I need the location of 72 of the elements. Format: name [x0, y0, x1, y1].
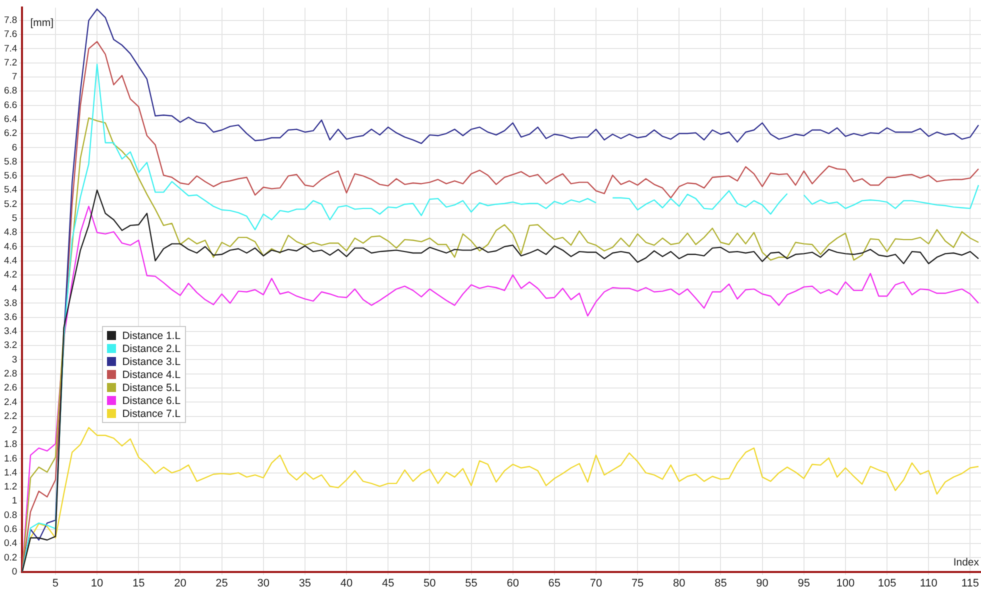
x-tick-label: 15 [132, 577, 145, 590]
y-tick-label: 0.4 [4, 538, 18, 550]
legend-label: Distance 1.L [122, 330, 181, 342]
y-axis-title: [mm] [30, 16, 54, 29]
x-tick-label: 75 [631, 577, 644, 590]
y-tick-label: 7.4 [4, 43, 18, 54]
x-tick-label: 85 [714, 577, 727, 590]
y-tick-label: 6.8 [4, 86, 18, 97]
x-tick-label: 10 [90, 577, 104, 590]
y-tick-label: 1.4 [4, 467, 18, 478]
y-tick-label: 0.8 [4, 510, 18, 521]
x-tick-label: 30 [257, 577, 270, 590]
y-tick-label: 4.8 [4, 227, 18, 238]
x-tick-label: 35 [298, 577, 312, 590]
y-tick-label: 7.8 [4, 15, 18, 26]
y-tick-label: 3.6 [4, 312, 18, 323]
x-axis-title: Index [953, 556, 980, 568]
y-tick-label: 5.2 [4, 198, 18, 210]
x-tick-label: 50 [424, 577, 436, 590]
y-tick-label: 6.2 [4, 128, 18, 140]
y-tick-label: 5.6 [4, 170, 18, 182]
legend-label: Distance 2.L [122, 342, 181, 355]
legend-label: Distance 7.L [122, 408, 181, 420]
x-tick-label: 60 [506, 577, 519, 590]
y-tick-label: 0 [12, 566, 18, 578]
legend-label: Distance 5.L [122, 382, 181, 394]
x-tick-label: 5 [52, 577, 59, 590]
y-tick-label: 2 [12, 425, 18, 436]
y-tick-label: 5 [12, 212, 18, 224]
y-tick-label: 3.2 [4, 340, 18, 352]
y-tick-label: 6.6 [4, 100, 18, 111]
y-tick-label: 3.8 [4, 298, 18, 309]
x-tick-label: 25 [216, 577, 228, 590]
y-tick-label: 4.2 [4, 270, 18, 281]
x-tick-label: 100 [836, 577, 855, 590]
y-tick-label: 4.6 [4, 241, 18, 252]
y-tick-label: 2.2 [4, 410, 18, 422]
y-tick-label: 3.4 [4, 326, 18, 338]
y-tick-label: 3 [12, 354, 18, 366]
x-tick-label: 110 [920, 577, 938, 590]
y-tick-label: 4 [12, 284, 18, 295]
y-tick-label: 6.4 [4, 114, 18, 126]
y-tick-label: 7.2 [4, 57, 18, 68]
y-tick-label: 2.8 [4, 368, 18, 380]
x-tick-label: 65 [548, 577, 561, 590]
y-tick-label: 0.6 [4, 524, 18, 536]
y-tick-label: 6 [12, 142, 18, 154]
y-tick-label: 5.4 [4, 184, 18, 196]
y-tick-label: 1.2 [4, 482, 18, 493]
x-tick-label: 45 [382, 577, 394, 590]
x-tick-label: 70 [590, 577, 602, 590]
y-tick-label: 2.6 [4, 382, 18, 394]
y-tick-label: 1 [12, 496, 18, 507]
x-tick-label: 90 [756, 577, 768, 590]
x-tick-label: 105 [878, 577, 896, 590]
legend-label: Distance 4.L [122, 368, 181, 381]
y-tick-label: 1.6 [4, 453, 18, 464]
y-tick-label: 7 [12, 72, 18, 83]
x-tick-label: 40 [340, 577, 353, 590]
y-tick-label: 0.2 [4, 552, 18, 564]
x-tick-label: 95 [798, 577, 810, 590]
y-tick-label: 2.4 [4, 396, 18, 408]
x-tick-label: 20 [174, 577, 186, 590]
x-tick-label: 115 [961, 577, 979, 590]
x-tick-label: 55 [465, 577, 478, 590]
legend-label: Distance 3.L [122, 356, 181, 368]
y-tick-label: 4.4 [4, 255, 18, 266]
y-tick-label: 7.6 [4, 29, 18, 40]
x-tick-label: 80 [673, 577, 686, 590]
legend-label: Distance 6.L [122, 394, 181, 407]
y-tick-label: 1.8 [4, 439, 18, 450]
y-tick-label: 5.8 [4, 156, 18, 168]
